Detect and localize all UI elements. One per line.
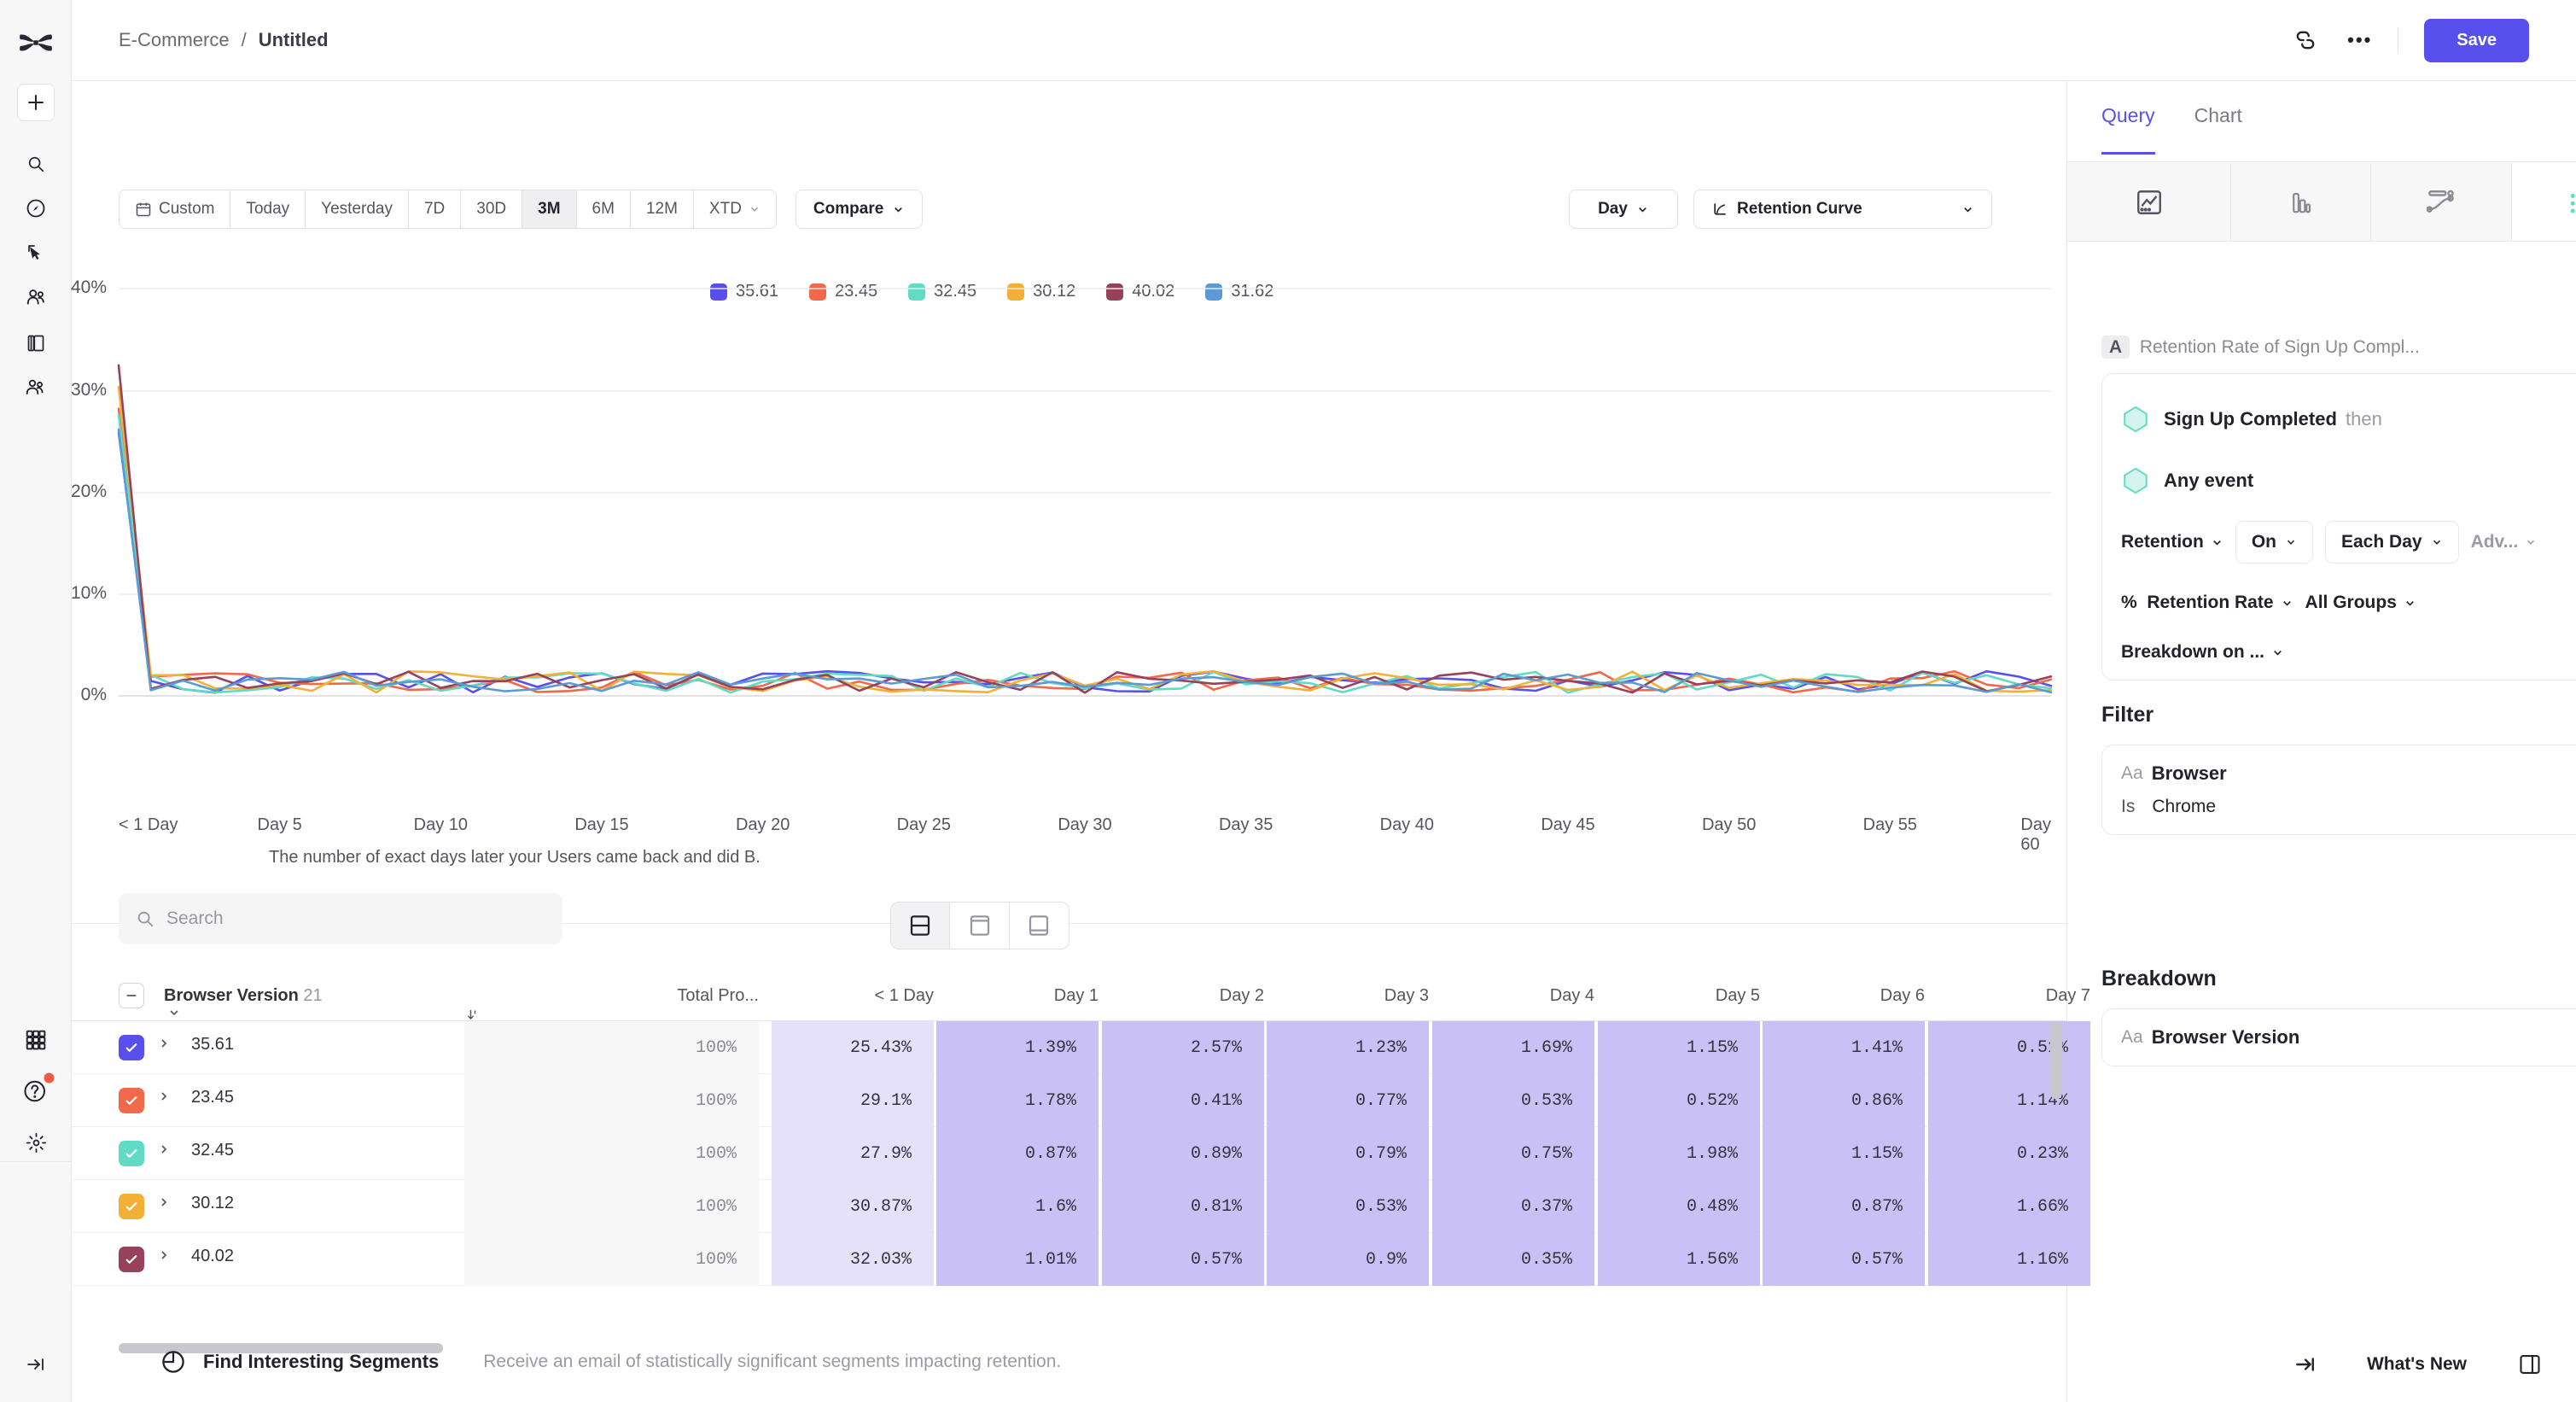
svg-text:20%: 20% [71,482,107,501]
svg-text:0%: 0% [81,685,107,704]
svg-text:30%: 30% [71,380,107,400]
svg-text:40%: 40% [71,277,107,297]
svg-text:10%: 10% [71,583,107,603]
